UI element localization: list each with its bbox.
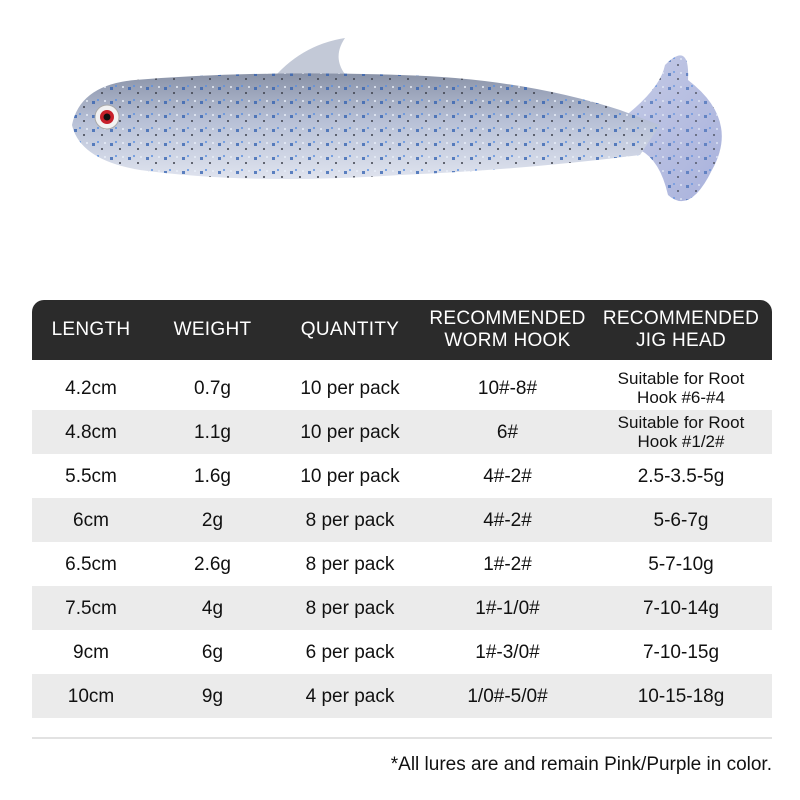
- table-cell: 7-10-14g: [642, 597, 720, 619]
- header-cell: WEIGHT: [173, 319, 252, 340]
- table-cell: 10 per pack: [300, 421, 400, 443]
- table-cell: 4#-2#: [483, 509, 532, 531]
- body-flakes: [72, 73, 660, 179]
- table-cell: 6cm: [73, 509, 109, 531]
- table-cell: 10-15-18g: [637, 685, 725, 707]
- table-cell: 9cm: [73, 641, 109, 663]
- dorsal-fin: [270, 38, 350, 82]
- table-cell: Suitable for Root Hook #1/2#: [617, 413, 745, 451]
- table-cell: 5-6-7g: [653, 509, 709, 531]
- header-cell: LENGTH: [51, 319, 131, 340]
- table-cell: 10#-8#: [477, 377, 538, 399]
- table-cell: 0.7g: [194, 377, 231, 399]
- footnote: *All lures are and remain Pink/Purple in…: [390, 754, 772, 775]
- table-cell: 1#-3/0#: [475, 641, 540, 663]
- tail-flakes: [620, 55, 722, 202]
- table-cell: 6#: [496, 421, 519, 443]
- table-cell: 8 per pack: [305, 597, 395, 619]
- header-cell: QUANTITY: [300, 319, 400, 340]
- header-row: LENGTH WEIGHT QUANTITY RECOMMENDED WORM HOO…: [32, 300, 772, 360]
- table-cell: 1#-1/0#: [475, 597, 540, 619]
- table-row: 10cm 9g 4 per pack 1/0#-5/0# 10-15-18g: [32, 674, 772, 718]
- table-row: 5.5cm 1.6g 10 per pack 4#-2# 2.5-3.5-5g: [32, 454, 772, 498]
- size-table: LENGTH WEIGHT QUANTITY RECOMMENDED WORM HOO…: [32, 300, 772, 718]
- table-cell: 1.6g: [194, 465, 231, 487]
- table-cell: 7-10-15g: [642, 641, 720, 663]
- table-cell: 2g: [201, 509, 224, 531]
- table-cell: 1/0#-5/0#: [467, 685, 548, 707]
- table-cell: 10 per pack: [300, 377, 400, 399]
- table-cell: 8 per pack: [305, 553, 395, 575]
- table-row: 4.8cm 1.1g 10 per pack 6# Suitable for Root …: [32, 410, 772, 454]
- table-cell: 4.8cm: [65, 421, 117, 443]
- table-cell: 1.1g: [194, 421, 231, 443]
- table-cell: 4#-2#: [483, 465, 532, 487]
- table-cell: Suitable for Root Hook #6-#4: [617, 369, 745, 407]
- table-cell: 9g: [201, 685, 224, 707]
- table-row: 7.5cm 4g 8 per pack 1#-1/0# 7-10-14g: [32, 586, 772, 630]
- table-row: 6cm 2g 8 per pack 4#-2# 5-6-7g: [32, 498, 772, 542]
- table-cell: 4g: [201, 597, 224, 619]
- table-row: 6.5cm 2.6g 8 per pack 1#-2# 5-7-10g: [32, 542, 772, 586]
- table-cell: 1#-2#: [483, 553, 532, 575]
- table-cell: 2.6g: [194, 553, 231, 575]
- pupil: [103, 113, 111, 121]
- table-cell: 8 per pack: [305, 509, 395, 531]
- header-cell: RECOMMENDED JIG HEAD: [602, 308, 760, 351]
- table-cell: 10cm: [67, 685, 115, 707]
- header-cell: RECOMMENDED WORM HOOK: [429, 308, 586, 351]
- table-cell: 6.5cm: [65, 553, 117, 575]
- table-cell: 7.5cm: [65, 597, 117, 619]
- table-row: 9cm 6g 6 per pack 1#-3/0# 7-10-15g: [32, 630, 772, 674]
- table-cell: 2.5-3.5-5g: [637, 465, 725, 487]
- table-cell: 5-7-10g: [648, 553, 714, 575]
- table-row: 4.2cm 0.7g 10 per pack 10#-8# Suitable for R…: [32, 366, 772, 410]
- lure-illustration: [72, 38, 722, 202]
- separator: [32, 737, 772, 739]
- table-cell: 4.2cm: [65, 377, 117, 399]
- table-cell: 6g: [201, 641, 224, 663]
- table-cell: 10 per pack: [300, 465, 400, 487]
- table-cell: 5.5cm: [65, 465, 117, 487]
- table-cell: 6 per pack: [305, 641, 395, 663]
- table-cell: 4 per pack: [305, 685, 395, 707]
